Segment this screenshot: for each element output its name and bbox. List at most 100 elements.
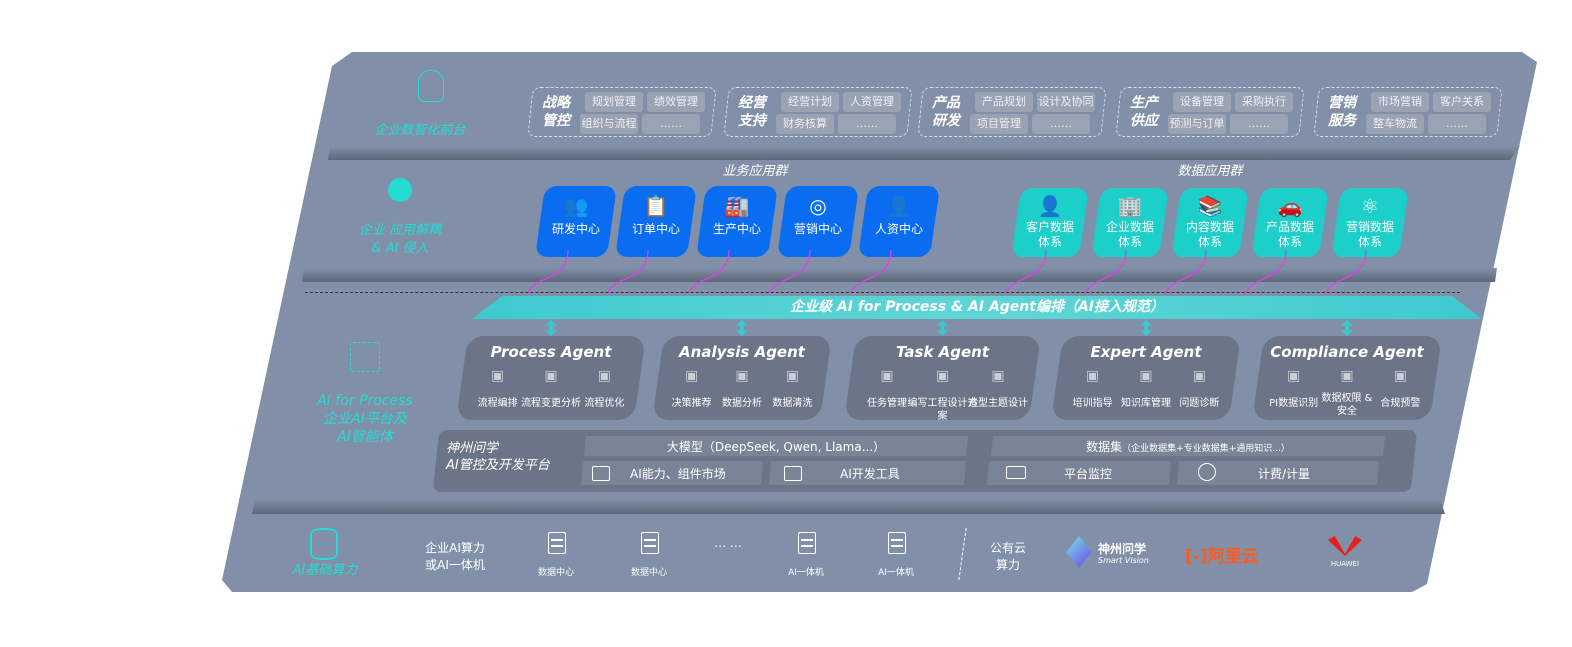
database-icon: [310, 528, 338, 560]
agent-feature: 造型主题设计: [968, 398, 1028, 409]
layer-divider: [252, 498, 1445, 514]
label-line: 体系: [1197, 235, 1222, 249]
title-line: 管控: [542, 113, 570, 129]
server-icon: [888, 532, 906, 554]
car-icon: 🚗: [1277, 194, 1303, 218]
front-group-item[interactable]: 采购执行: [1235, 92, 1293, 112]
dashed-separator: [305, 292, 1460, 293]
front-group-item[interactable]: 经营计划: [781, 92, 839, 112]
title-line: 供应: [1130, 113, 1158, 129]
person-chart-icon: 👤: [886, 194, 912, 218]
server-label: 数据中心: [630, 568, 667, 578]
front-group-item[interactable]: 规划管理: [585, 92, 643, 112]
connector-arrow: [1085, 249, 1127, 293]
data-apps-title: 数据应用群: [1177, 164, 1243, 179]
server-label: AI一体机: [788, 568, 824, 578]
agent-feature: 编写工程设计方案: [907, 398, 978, 422]
agent-feature-icon: ▣: [935, 368, 950, 384]
label-line: 客户数据: [1025, 220, 1074, 234]
server-icon: [548, 532, 566, 554]
front-group-item[interactable]: 组织与流程: [580, 114, 638, 134]
front-group-item[interactable]: ……: [642, 114, 700, 134]
label-line: 营销数据: [1345, 220, 1394, 234]
front-group-item[interactable]: ……: [1428, 114, 1486, 134]
front-group-item[interactable]: 设计及协同: [1037, 92, 1095, 112]
users-icon: 👥: [563, 194, 589, 218]
front-group-item[interactable]: ……: [1230, 114, 1288, 134]
front-group-item[interactable]: 人资管理: [843, 92, 901, 112]
front-group-item[interactable]: 产品规划: [975, 92, 1033, 112]
market-icon: [592, 466, 610, 481]
agent-feature-icon: ▣: [1192, 368, 1206, 384]
agent-feature: PI数据识别: [1269, 398, 1319, 409]
front-group-item[interactable]: 项目管理: [970, 114, 1028, 134]
connector-arrow: [527, 249, 569, 293]
agent-title: Expert Agent: [1090, 343, 1202, 361]
agent-feature: 任务管理: [867, 398, 907, 409]
agent-feature-icon: ▣: [880, 368, 894, 384]
connector-arrow: [769, 249, 811, 293]
llm-label: 大模型（DeepSeek, Qwen, Llama...）: [666, 440, 886, 454]
devtools-label: AI开发工具: [840, 467, 900, 481]
gauge-icon: [1198, 463, 1216, 481]
layer-label-front: 企业数智化前台: [374, 123, 466, 138]
title-line: 生产: [1130, 95, 1158, 111]
data-app-label: 内容数据 体系: [1176, 220, 1244, 250]
vendor-huawei: HUAWEI: [1330, 560, 1360, 568]
title-line: 产品: [932, 95, 960, 111]
front-group-title: 营销 服务: [1328, 94, 1356, 130]
server-label: AI一体机: [878, 568, 914, 578]
brain-icon: [418, 70, 444, 102]
front-group-item[interactable]: 预测与订单: [1168, 114, 1226, 134]
connector-arrow: [1005, 249, 1047, 293]
data-app-label: 客户数据 体系: [1016, 220, 1084, 250]
layer-label-ai: AI for Process 企业AI平台及 AI智能体: [317, 393, 413, 445]
front-group-item[interactable]: 市场营销: [1371, 92, 1429, 112]
front-group-item[interactable]: 设备管理: [1173, 92, 1231, 112]
front-group-item[interactable]: 绩效管理: [647, 92, 705, 112]
title-line: 支持: [738, 113, 766, 129]
private-compute-label: 企业AI算力 或AI一体机: [425, 541, 485, 572]
label-line: 产品数据: [1265, 220, 1314, 234]
server-icon: [798, 532, 816, 554]
connector-arrow: [1325, 249, 1367, 293]
bidirectional-arrow-icon: [545, 320, 557, 336]
agent-feature-icon: ▣: [1393, 368, 1407, 384]
front-group-title: 产品 研发: [932, 94, 960, 130]
front-group-item[interactable]: ……: [838, 114, 896, 134]
agent-feature: 数据清洗: [772, 398, 813, 409]
user-icon: 👤: [1037, 194, 1063, 218]
data-app-label: 营销数据 体系: [1336, 220, 1404, 250]
server-label: 数据中心: [537, 568, 574, 578]
market-label: AI能力、组件市场: [630, 467, 726, 481]
business-apps-title: 业务应用群: [722, 164, 788, 179]
agent-feature-icon: ▣: [1286, 368, 1301, 384]
title-line: 经营: [738, 95, 766, 111]
label-line: 体系: [1357, 235, 1382, 249]
platform-label: 神州问学 AI管控及开发平台: [446, 441, 550, 473]
agent-title: Analysis Agent: [679, 343, 805, 361]
agent-title: Compliance Agent: [1270, 343, 1424, 361]
front-group-item[interactable]: 客户关系: [1433, 92, 1491, 112]
agent-feature: 数据权限 & 安全: [1321, 393, 1373, 417]
agent-feature: 流程变更分析: [521, 398, 581, 409]
agent-feature: 流程优化: [584, 398, 625, 409]
connector-arrow: [850, 249, 892, 293]
clipboard-icon: 📋: [643, 194, 669, 218]
front-group-item[interactable]: 整车物流: [1366, 114, 1424, 134]
agent-feature-icon: ▣: [785, 368, 799, 384]
title-line: 服务: [1328, 113, 1356, 129]
dataset-label: 数据集（企业数据集+专业数据集+通用知识...）: [1086, 440, 1290, 454]
front-group-item[interactable]: ……: [1032, 114, 1090, 134]
title-line: 研发: [932, 113, 960, 129]
devtools-icon: [784, 466, 802, 481]
agent-feature-icon: ▣: [490, 368, 505, 384]
bidirectional-arrow-icon: [936, 320, 949, 336]
billing-label: 计费/计量: [1258, 467, 1311, 481]
business-app-label: 生产中心: [712, 222, 761, 236]
front-group-item[interactable]: 财务核算: [776, 114, 834, 134]
label-line: 体系: [1277, 235, 1302, 249]
data-app-label: 产品数据 体系: [1256, 220, 1324, 250]
connector-arrow: [607, 249, 649, 293]
